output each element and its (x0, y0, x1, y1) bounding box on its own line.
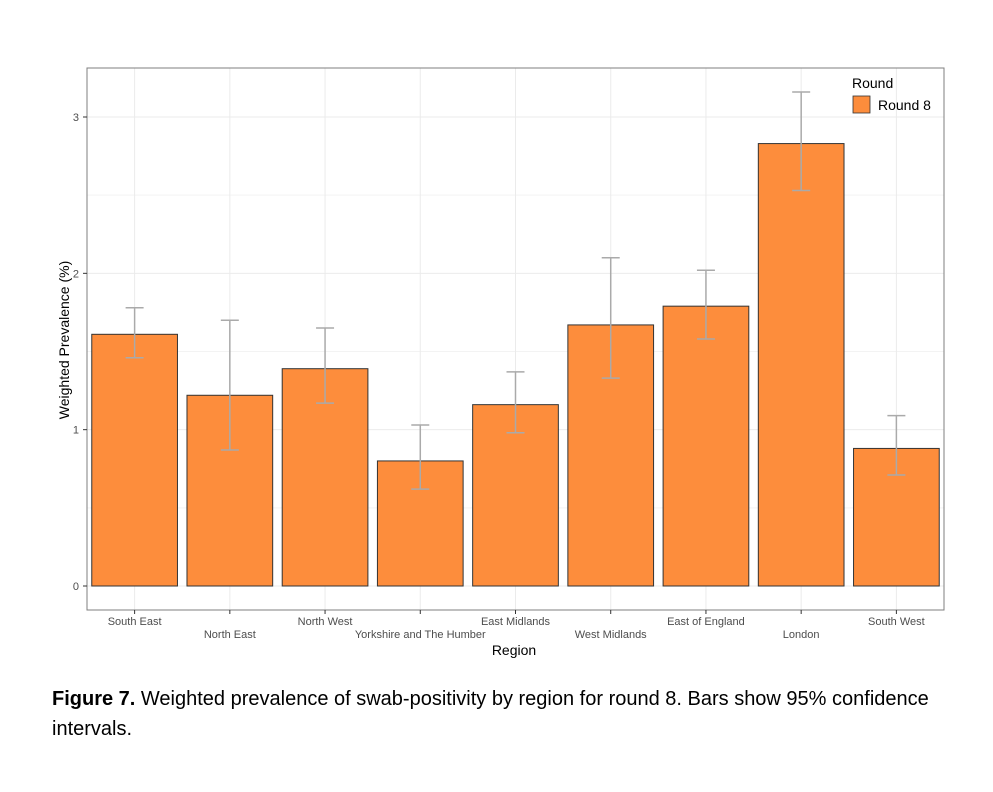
error-bar (220, 319, 239, 451)
error-bar (887, 414, 906, 476)
y-tick-label: 2 (73, 268, 79, 280)
figure-caption: Figure 7. Weighted prevalence of swab-po… (52, 684, 952, 744)
x-axis-label: Region (492, 642, 536, 658)
bar (757, 143, 845, 587)
x-tick-label: North West (298, 616, 353, 628)
error-bar (696, 269, 715, 340)
legend: Round Round 8 (852, 75, 931, 114)
x-tick-label: East of England (667, 616, 745, 628)
error-bar (125, 306, 144, 359)
x-tick-label: West Midlands (575, 629, 647, 641)
error-bar (792, 91, 811, 192)
error-bar (506, 371, 525, 434)
figure-label: Figure 7. (52, 688, 136, 710)
figure-caption-text: Weighted prevalence of swab-positivity b… (52, 688, 929, 740)
x-tick-label: South East (108, 616, 162, 628)
x-tick-label: South West (868, 616, 925, 628)
legend-swatch (852, 95, 871, 114)
y-tick-label: 1 (73, 425, 79, 437)
legend-label: Round 8 (878, 97, 931, 113)
bar (472, 404, 559, 587)
x-axis: South East North East North WestYorkshire … (108, 610, 925, 641)
bar (91, 333, 178, 587)
y-axis: 0 1 2 3 (73, 112, 87, 593)
legend-title: Round (852, 75, 893, 91)
x-tick-label: North East (204, 629, 256, 641)
bar (281, 368, 369, 587)
chart: 0 1 2 3 South East North East North WestYorks… (56, 67, 945, 658)
bar (662, 305, 750, 587)
x-tick-label: Yorkshire and The Humber (355, 629, 486, 641)
error-bars (125, 91, 906, 490)
x-tick-label: East Midlands (481, 616, 551, 628)
error-bar (601, 256, 620, 379)
y-tick-label: 0 (73, 581, 79, 593)
x-tick-label: London (783, 629, 820, 641)
error-bar (411, 424, 430, 490)
y-tick-label: 3 (73, 112, 79, 124)
y-axis-label: Weighted Prevalence (%) (56, 261, 72, 419)
error-bar (316, 327, 335, 404)
